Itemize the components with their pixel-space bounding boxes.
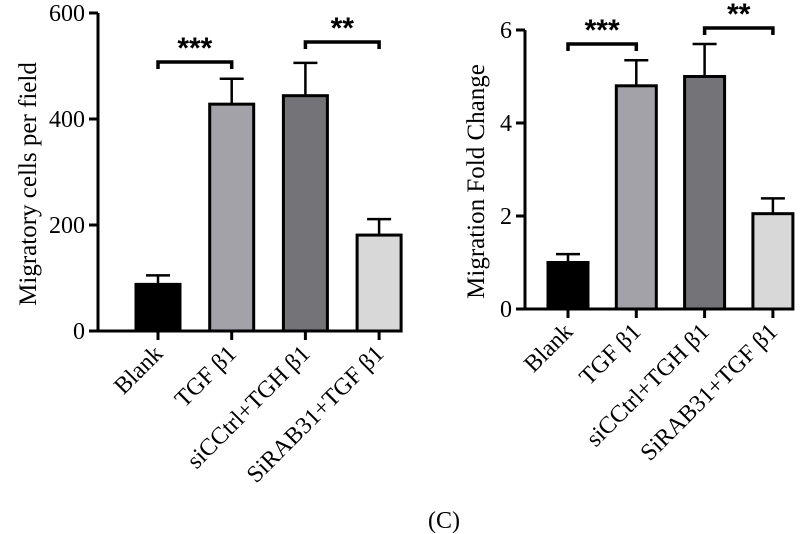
category-label: siCCtrl+TGH β1 xyxy=(582,319,715,452)
y-tick-label: 2 xyxy=(500,204,512,230)
y-axis-title: Migratory cells per field xyxy=(15,62,42,306)
y-tick-label: 600 xyxy=(49,1,85,27)
bar xyxy=(683,75,727,311)
category-label: TGF β1 xyxy=(170,341,242,413)
bar xyxy=(614,84,658,311)
bar xyxy=(134,282,182,333)
y-tick-label: 0 xyxy=(500,297,512,323)
significance-label: *** xyxy=(585,14,620,47)
significance-bracket xyxy=(702,26,775,35)
bar xyxy=(281,94,329,333)
significance-label: ** xyxy=(331,12,355,45)
y-tick-label: 4 xyxy=(500,111,512,137)
y-tick-label: 200 xyxy=(49,213,85,239)
bar xyxy=(751,212,795,311)
bar xyxy=(208,102,256,333)
bar xyxy=(355,233,403,333)
significance-bracket xyxy=(566,42,639,51)
y-tick-label: 400 xyxy=(49,107,85,133)
panel-label: (C) xyxy=(428,508,460,534)
significance-bracket xyxy=(303,40,381,49)
category-label: Blank xyxy=(109,341,168,400)
significance-label: ** xyxy=(727,0,751,31)
chart-migratory-cells: 0 200 400 600 Migratory cells per field Blank… xyxy=(15,1,403,488)
category-label: Blank xyxy=(519,319,578,378)
significance-bracket xyxy=(156,60,234,69)
y-tick-label: 6 xyxy=(500,18,512,44)
category-label: SiRAB31+TGF β1 xyxy=(242,341,389,488)
bar xyxy=(546,261,590,311)
significance-label: *** xyxy=(177,32,212,65)
y-tick-label: 0 xyxy=(73,319,85,345)
y-axis-title: Migration Fold Change xyxy=(463,64,490,299)
